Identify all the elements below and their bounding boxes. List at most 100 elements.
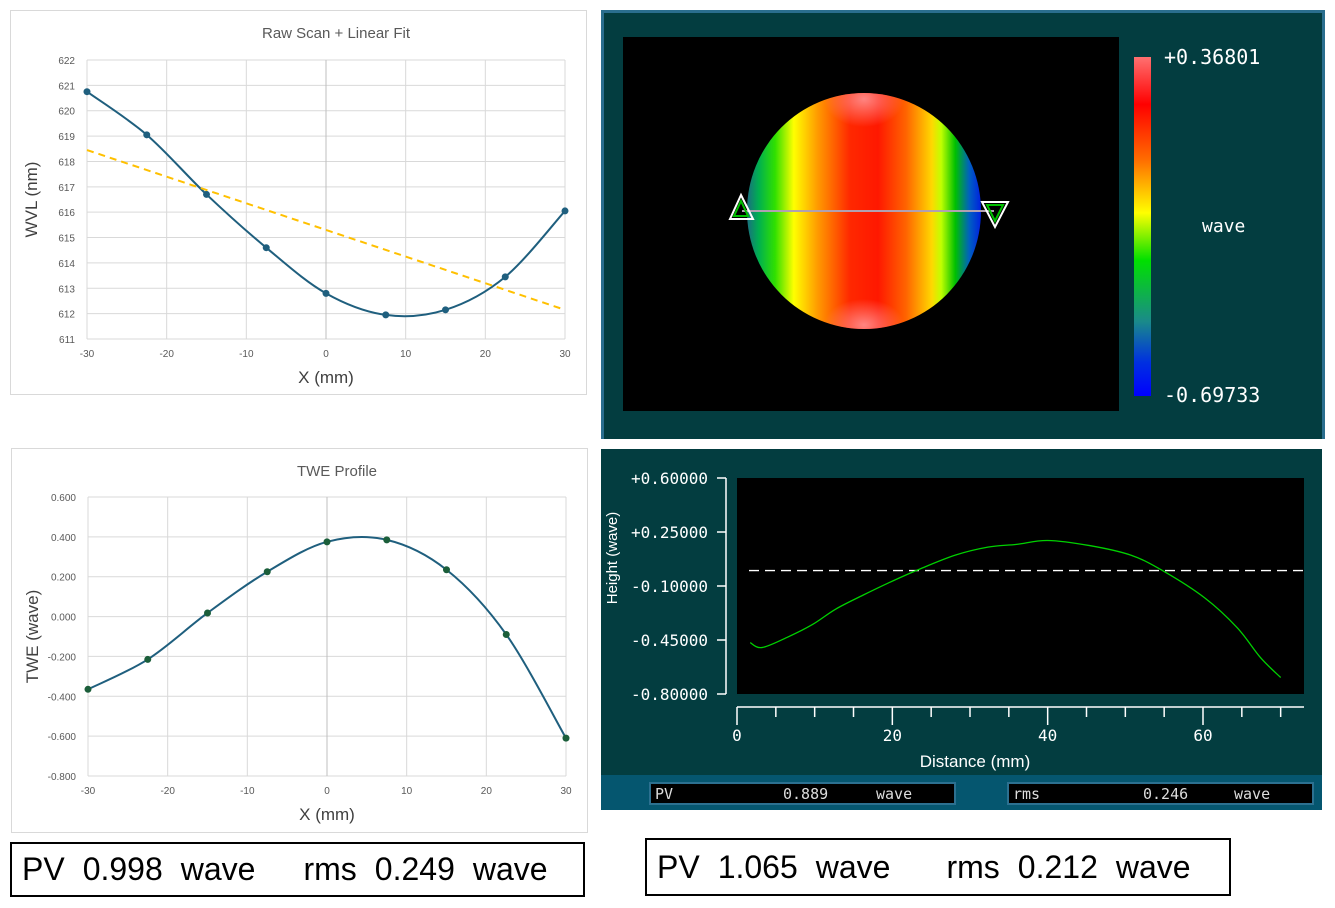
y-tick-label: 619 (58, 132, 75, 143)
profile-line (749, 539, 1282, 678)
rms-readout-label: rms (1013, 785, 1041, 803)
data-point (382, 311, 390, 319)
y-tick-label: 614 (58, 259, 75, 270)
data-point (144, 655, 152, 663)
y-tick-label: 0.000 (51, 613, 76, 624)
y-tick-label: 615 (58, 234, 75, 245)
y-tick-label: 0.600 (51, 493, 76, 504)
interferogram-panel: +0.36801 wave -0.69733 (601, 10, 1325, 439)
data-point (561, 207, 569, 215)
raw-scan-chart-svg: Raw Scan + Linear Fit 611 612 613 614 615 616 6… (22, 25, 571, 387)
x-tick-label: 20 (883, 726, 902, 745)
summary-right-rms-label: rms (946, 848, 1000, 885)
data-point (443, 566, 450, 574)
data-point (501, 273, 509, 281)
colorbar-unit-label: wave (1202, 216, 1246, 237)
summary-right-pv-value: 1.065 (717, 848, 798, 885)
rms-readout-unit: wave (1234, 785, 1271, 803)
pv-readout-value: 0.889 (783, 785, 829, 803)
y-tick-label: -0.10000 (631, 577, 708, 596)
summary-left-rms-unit: wave (472, 851, 548, 887)
x-tick-label: 10 (400, 349, 412, 360)
x-tick-label: -10 (239, 349, 254, 360)
pv-readout: PV 0.889 wave (649, 782, 956, 805)
y-axis-label: Height (wave) (604, 512, 621, 605)
plot-area (737, 478, 1304, 694)
data-point (84, 685, 92, 693)
data-point (262, 244, 270, 252)
summary-left-rms-value: 0.249 (374, 851, 455, 887)
pv-readout-unit: wave (876, 785, 913, 803)
summary-left-pv-unit: wave (180, 851, 256, 887)
data-point (383, 536, 391, 544)
y-tick-label: 617 (58, 183, 75, 194)
x-axis-label: X (mm) (298, 368, 354, 387)
summary-right: PV 1.065 wave rms 0.212 wave (645, 838, 1231, 896)
data-point (263, 568, 271, 576)
y-tick-label: 612 (58, 310, 75, 321)
summary-left: PV 0.998 wave rms 0.249 wave (10, 842, 585, 897)
height-profile-panel: +0.60000 +0.25000 -0.10000 -0.45000 -0.80000… (601, 449, 1322, 810)
twe-profile-chart-svg: TWE Profile -0.800 -0.600 -0.400 -0.200 0.000… (23, 463, 572, 824)
y-tick-label: 0.400 (51, 533, 76, 544)
rms-readout: rms 0.246 wave (1007, 782, 1314, 805)
y-tick-label: -0.400 (48, 692, 77, 703)
summary-left-rms-label: rms (303, 851, 357, 887)
summary-right-rms-value: 0.212 (1017, 848, 1098, 885)
y-tick-label: 611 (59, 335, 75, 346)
rms-readout-value: 0.246 (1143, 785, 1189, 803)
linear-fit-line (86, 149, 566, 311)
data-point (83, 88, 91, 96)
summary-right-pv-label: PV (657, 848, 700, 885)
data-point (204, 609, 211, 617)
height-profile-chart: +0.60000 +0.25000 -0.10000 -0.45000 -0.80000… (604, 469, 1304, 771)
y-tick-label: 616 (58, 208, 75, 219)
x-tick-label: -20 (160, 786, 175, 797)
pv-readout-label: PV (655, 785, 674, 803)
x-tick-label: 0 (324, 786, 330, 797)
colorbar-min-label: -0.69733 (1164, 383, 1261, 407)
data-point (322, 289, 330, 297)
colorbar-max-label: +0.36801 (1164, 45, 1261, 69)
x-tick-label: -30 (80, 349, 95, 360)
data-point (562, 734, 570, 742)
y-tick-label: +0.25000 (631, 523, 708, 542)
summary-left-pv-value: 0.998 (82, 851, 163, 887)
y-tick-label: +0.60000 (631, 469, 708, 488)
x-tick-label: 0 (323, 349, 329, 360)
y-tick-label: 0.200 (51, 573, 76, 584)
y-tick-label: -0.800 (48, 772, 77, 783)
summary-right-pv-unit: wave (815, 848, 891, 885)
data-point (143, 131, 151, 139)
y-tick-label: 621 (58, 81, 75, 92)
x-axis-label: Distance (mm) (920, 752, 1031, 771)
raw-scan-chart: Raw Scan + Linear Fit 611 612 613 614 615 616 6… (10, 10, 587, 395)
cut-end-marker-icon[interactable] (980, 201, 1010, 230)
summary-right-rms-unit: wave (1115, 848, 1191, 885)
x-tick-label: 20 (481, 786, 493, 797)
data-point (442, 306, 449, 314)
x-tick-label: -30 (81, 786, 96, 797)
y-tick-label: 620 (58, 107, 75, 118)
data-point (502, 631, 510, 639)
wavefront-map (623, 37, 1151, 411)
chart-title: Raw Scan + Linear Fit (262, 25, 411, 42)
twe-profile-chart: TWE Profile -0.800 -0.600 -0.400 -0.200 0.000… (11, 448, 588, 833)
y-tick-label: -0.80000 (631, 685, 708, 704)
summary-left-pv-label: PV (22, 851, 65, 887)
cut-start-marker-icon[interactable] (728, 192, 755, 220)
readout-bar: PV 0.889 wave rms 0.246 wave (601, 775, 1322, 810)
data-point (203, 190, 210, 198)
x-tick-label: 60 (1193, 726, 1212, 745)
data-point (323, 538, 331, 546)
x-tick-label: 30 (560, 786, 572, 797)
y-tick-label: 618 (58, 157, 75, 168)
y-axis-label: WVL (nm) (22, 162, 41, 238)
x-tick-label: -10 (240, 786, 255, 797)
x-tick-label: 30 (559, 349, 571, 360)
colorbar (1134, 57, 1151, 396)
y-tick-label: -0.200 (48, 652, 77, 663)
x-tick-label: 40 (1038, 726, 1057, 745)
chart-title: TWE Profile (297, 463, 377, 480)
y-tick-label: -0.45000 (631, 631, 708, 650)
